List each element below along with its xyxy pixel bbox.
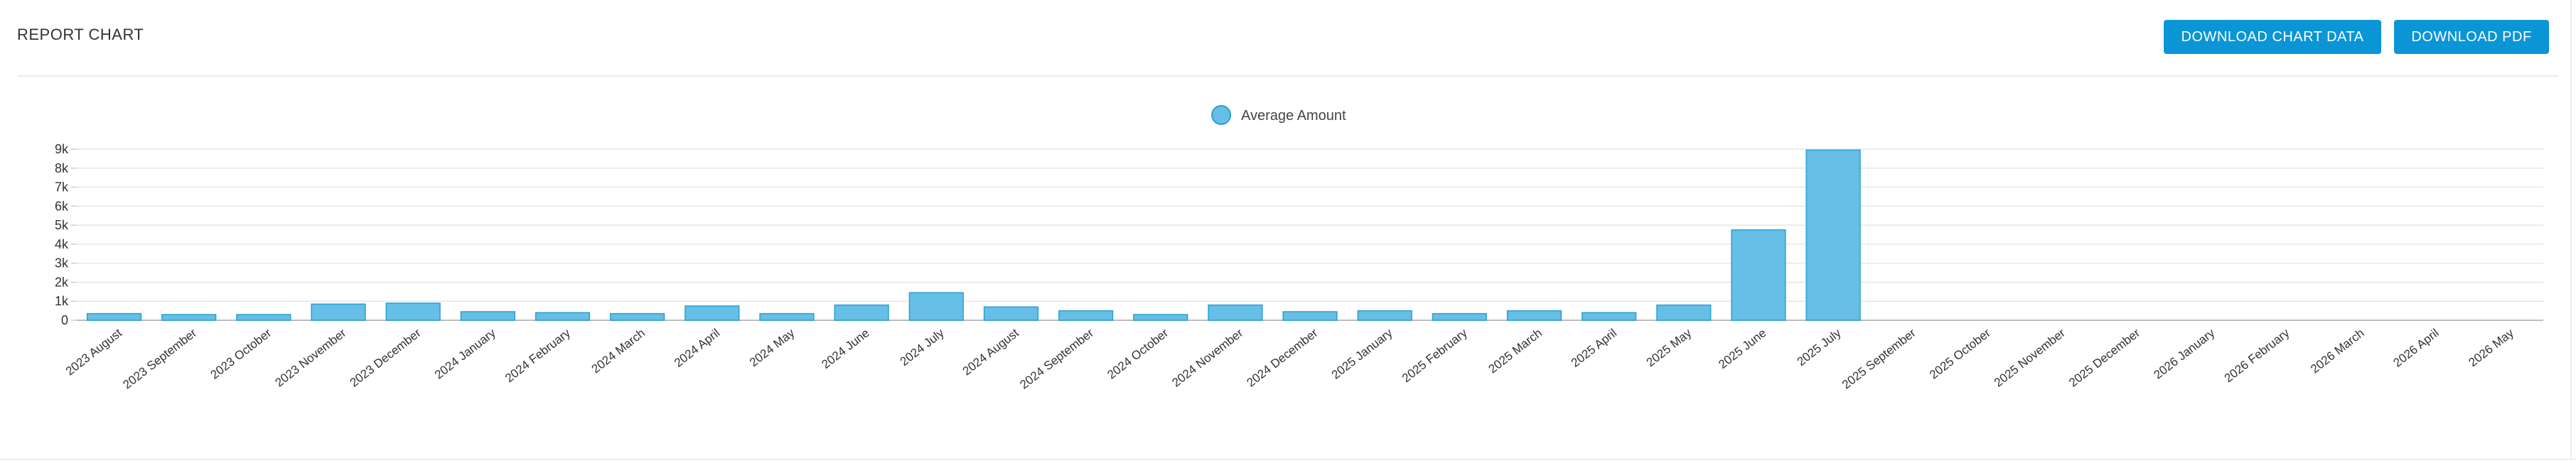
- bar[interactable]: [1582, 312, 1637, 321]
- x-tick-label: 2023 August: [63, 326, 124, 378]
- x-tick-label: 2026 April: [2390, 326, 2441, 370]
- x-tick-label: 2023 December: [348, 326, 424, 390]
- x-tick-label: 2024 October: [1105, 326, 1171, 382]
- y-axis: 0 1k 2k 3k 4k 5k 6k 7k 8k 9k: [55, 142, 77, 327]
- bar[interactable]: [1208, 304, 1263, 321]
- x-tick-label: 2024 December: [1244, 326, 1320, 390]
- bar[interactable]: [460, 311, 515, 321]
- x-tick-label: 2025 January: [1329, 326, 1395, 382]
- x-tick-label: 2024 June: [819, 326, 871, 371]
- x-tick-label: 2023 September: [120, 326, 199, 392]
- bar[interactable]: [385, 303, 441, 321]
- download-pdf-button[interactable]: DOWNLOAD PDF: [2394, 20, 2549, 54]
- bar[interactable]: [908, 292, 964, 321]
- bar[interactable]: [1731, 229, 1786, 321]
- bar[interactable]: [161, 314, 217, 321]
- x-tick-label: 2023 October: [208, 326, 274, 382]
- bars: [86, 149, 1861, 321]
- x-tick-label: 2024 April: [672, 326, 722, 370]
- x-tick-label: 2025 April: [1569, 326, 1619, 370]
- bar[interactable]: [236, 314, 291, 321]
- grid-lines: [77, 148, 2543, 321]
- panel-bottom-border: [0, 459, 2576, 460]
- bar-chart: Average Amount 0 1k 2k 3k 4k 5k 6k 7k 8k 9k 2023 …: [55, 105, 2543, 392]
- x-tick-label: 2025 September: [1840, 326, 1918, 392]
- y-tick-label: 5k: [55, 218, 69, 232]
- report-header: REPORT CHART DOWNLOAD CHART DATA DOWNLOA…: [0, 0, 2576, 75]
- x-tick-label: 2024 August: [960, 326, 1021, 378]
- download-chart-data-button[interactable]: DOWNLOAD CHART DATA: [2164, 20, 2381, 54]
- x-tick-label: 2023 November: [272, 326, 348, 390]
- x-tick-label: 2026 January: [2151, 326, 2217, 382]
- y-tick-label: 7k: [55, 180, 69, 195]
- chart-legend[interactable]: Average Amount: [1211, 105, 1346, 125]
- x-tick-label: 2025 December: [2066, 326, 2142, 390]
- x-tick-label: 2024 July: [898, 326, 947, 369]
- y-tick-label: 6k: [55, 199, 69, 213]
- legend-label: Average Amount: [1241, 108, 1346, 124]
- x-tick-label: 2024 March: [589, 326, 648, 376]
- x-tick-label: 2025 June: [1716, 326, 1769, 371]
- bar[interactable]: [311, 303, 366, 321]
- y-tick-label: 9k: [55, 142, 69, 156]
- bar[interactable]: [1656, 304, 1712, 321]
- bar[interactable]: [86, 312, 142, 321]
- x-tick-label: 2025 November: [1992, 326, 2068, 390]
- bar[interactable]: [759, 312, 815, 321]
- x-tick-label: 2025 February: [1400, 326, 1470, 385]
- header-divider: [17, 75, 2559, 77]
- bar[interactable]: [1805, 149, 1861, 321]
- y-tick-label: 4k: [55, 237, 69, 251]
- y-tick-label: 2k: [55, 275, 69, 289]
- bar[interactable]: [983, 306, 1039, 321]
- y-tick-label: 3k: [55, 256, 69, 271]
- bar[interactable]: [1058, 310, 1114, 321]
- x-tick-label: 2025 July: [1794, 326, 1843, 369]
- x-tick-label: 2024 May: [747, 326, 798, 369]
- bar[interactable]: [1506, 310, 1562, 321]
- x-tick-label: 2024 September: [1017, 326, 1096, 392]
- panel-right-border: [2570, 0, 2572, 460]
- x-tick-label: 2024 November: [1169, 326, 1245, 390]
- y-tick-label: 0: [61, 313, 68, 327]
- x-tick-label: 2026 February: [2222, 326, 2292, 385]
- x-tick-label: 2026 March: [2308, 326, 2366, 376]
- bar[interactable]: [610, 312, 665, 321]
- x-tick-label: 2025 March: [1486, 326, 1544, 376]
- bar[interactable]: [834, 304, 889, 321]
- legend-swatch-icon: [1211, 105, 1231, 125]
- bar[interactable]: [1282, 311, 1338, 321]
- x-tick-label: 2025 May: [1644, 326, 1695, 369]
- page-title: REPORT CHART: [17, 26, 144, 43]
- bar[interactable]: [1133, 314, 1188, 321]
- bar[interactable]: [1357, 310, 1412, 321]
- x-tick-label: 2025 October: [1927, 326, 1993, 382]
- bar[interactable]: [685, 305, 740, 321]
- x-tick-label: 2024 February: [503, 326, 573, 385]
- bar[interactable]: [1432, 312, 1487, 321]
- x-tick-label: 2026 May: [2466, 326, 2516, 369]
- x-tick-label: 2024 January: [432, 326, 498, 382]
- bar[interactable]: [535, 312, 591, 321]
- y-tick-label: 1k: [55, 294, 69, 308]
- y-tick-label: 8k: [55, 161, 69, 175]
